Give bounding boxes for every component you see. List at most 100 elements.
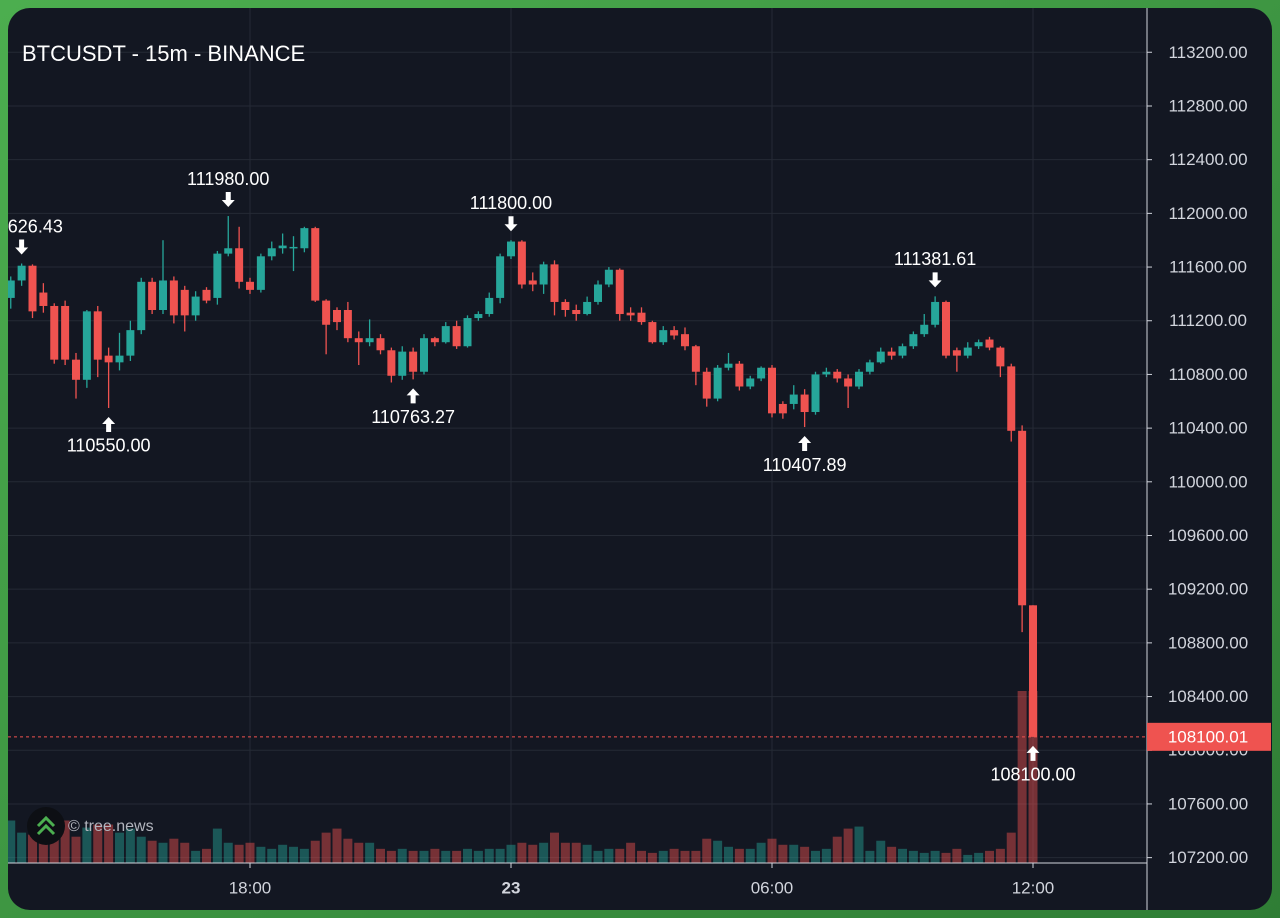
volume-bar: [854, 826, 864, 863]
candle-body: [550, 264, 559, 302]
volume-bar: [713, 840, 723, 863]
volume-bar: [985, 850, 994, 863]
panel: [8, 8, 1272, 910]
candle-body: [93, 311, 102, 360]
candle-body: [202, 289, 211, 301]
annotation-arrow: [504, 216, 518, 232]
y-tick-label: 108800.00: [1168, 633, 1248, 652]
volume-bar: [28, 834, 37, 863]
candle-body: [169, 280, 178, 316]
y-tick-label: 111600.00: [1169, 258, 1247, 277]
x-tick-label: 06:00: [751, 878, 794, 897]
x-tick-label: 12:00: [1012, 878, 1055, 897]
volume-bar: [832, 836, 842, 863]
volume-bar: [419, 850, 429, 863]
volume-bar: [147, 840, 157, 863]
y-tick-label: 112000.00: [1168, 204, 1247, 223]
volume-bar: [310, 840, 320, 863]
candle-body: [267, 248, 276, 257]
candle-body: [387, 350, 396, 376]
volume-bar: [626, 842, 636, 863]
volume-bar: [582, 844, 592, 863]
volume-bar: [865, 850, 875, 863]
watermark-logo: [27, 807, 65, 845]
volume-bar: [321, 832, 331, 863]
candle-body: [778, 403, 787, 414]
volume-bar: [430, 848, 440, 863]
candle-body: [180, 289, 189, 316]
chart-title: BTCUSDT - 15m - BINANCE: [22, 41, 305, 66]
annotation-label: 111800.00: [470, 193, 552, 213]
volume-bar: [169, 838, 179, 863]
volume-bar: [919, 852, 929, 863]
candle-body: [648, 322, 657, 343]
candle-body: [61, 305, 70, 360]
volume-bar: [60, 820, 70, 863]
candle-body: [1007, 366, 1016, 431]
volume-bar: [397, 848, 407, 863]
volume-bar: [811, 850, 820, 863]
volume-bar: [898, 848, 907, 863]
volume-bar: [452, 850, 462, 863]
volume-bar: [256, 846, 266, 863]
candle-body: [507, 241, 515, 257]
candle-body: [887, 351, 896, 356]
annotation-arrow: [406, 388, 420, 404]
candle-body: [604, 269, 613, 285]
volume-bar: [473, 850, 483, 863]
candle-body: [789, 394, 798, 404]
candle-body: [126, 330, 135, 356]
volume-bar: [289, 846, 298, 863]
candle-body: [572, 310, 581, 315]
candle-body: [746, 378, 755, 387]
candle-body: [659, 330, 668, 343]
candle-body: [256, 256, 265, 290]
volume-bar: [615, 848, 625, 863]
volume-bar: [571, 842, 581, 863]
y-tick-label: 107200.00: [1168, 848, 1248, 867]
candle-body: [702, 371, 711, 399]
candle-body: [942, 301, 950, 356]
candle-body: [300, 228, 309, 249]
volume-bar: [82, 827, 92, 863]
candle-body: [376, 338, 385, 351]
volume-bar: [908, 850, 918, 863]
y-tick-label: 111200.00: [1169, 311, 1247, 330]
candle-body: [724, 363, 733, 368]
annotation-arrow: [102, 416, 116, 432]
annotation-label: 111381.61: [894, 249, 976, 269]
candle-body: [670, 330, 679, 336]
candle-body: [452, 326, 461, 347]
candle-body: [963, 347, 972, 356]
y-tick-label: 112400.00: [1168, 150, 1247, 169]
annotation-label: 111626.43: [0, 216, 63, 236]
candle-body: [735, 363, 744, 387]
candle-body: [985, 339, 994, 348]
volume-bar: [158, 842, 168, 863]
volume-bar: [539, 842, 549, 863]
candle-body: [615, 269, 624, 315]
candle-body: [952, 350, 961, 356]
candle-body: [898, 346, 907, 356]
last-price-box: [1147, 722, 1271, 751]
y-tick-label: 110400.00: [1168, 419, 1247, 438]
volume-bar: [756, 842, 766, 863]
candle-body: [768, 367, 776, 414]
y-tick-label: 109600.00: [1168, 526, 1248, 545]
volume-bar: [724, 846, 733, 863]
candle-body: [822, 371, 831, 375]
candles: [8, 216, 1147, 738]
volume-bar: [386, 850, 396, 863]
candle-body: [246, 281, 254, 290]
annotation-arrow: [15, 239, 29, 255]
volume-bar: [680, 850, 690, 863]
annotation-arrow: [928, 272, 942, 288]
volume-bar: [876, 840, 886, 863]
volume-bar: [136, 836, 146, 863]
y-tick-label: 109200.00: [1168, 580, 1248, 599]
volume-bar: [71, 836, 81, 863]
candle-body: [430, 338, 439, 343]
candle-body: [496, 256, 505, 298]
candle-body: [855, 371, 863, 387]
